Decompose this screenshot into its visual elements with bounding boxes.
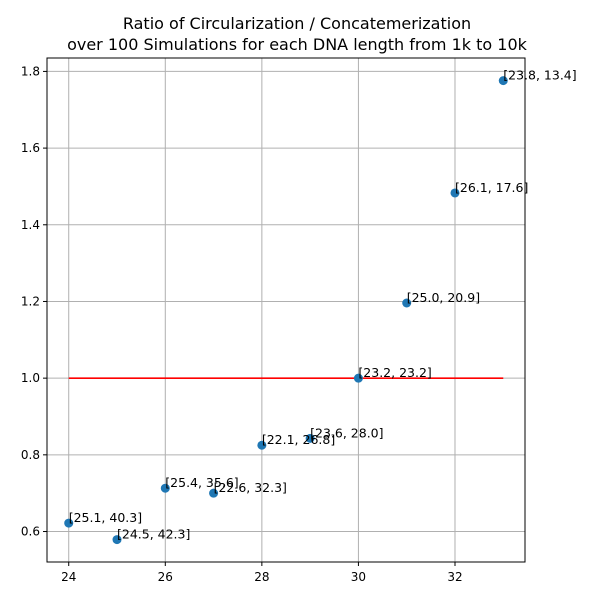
y-tick-label: 1.0 [21, 371, 40, 385]
x-tick-label: 30 [351, 570, 366, 584]
data-point-label: [22.6, 32.3] [214, 480, 287, 495]
data-point [160, 483, 170, 493]
data-point [64, 518, 74, 528]
data-point-label: [25.1, 40.3] [69, 510, 142, 525]
data-point [353, 373, 363, 383]
data-point-label: [23.2, 23.2] [358, 365, 431, 380]
y-tick-label: 1.2 [21, 294, 40, 308]
y-tick-label: 0.6 [21, 525, 40, 539]
data-point-label: [24.5, 42.3] [117, 527, 190, 542]
chart-title-line-2: over 100 Simulations for each DNA length… [67, 35, 528, 54]
data-point-label: [23.6, 28.0] [310, 425, 383, 440]
y-tick-label: 1.8 [21, 64, 40, 78]
y-tick-label: 1.6 [21, 141, 40, 155]
y-tick-label: 1.4 [21, 218, 40, 232]
chart-title-line-1: Ratio of Circularization / Concatemeriza… [123, 14, 471, 33]
data-point [112, 535, 122, 545]
plot-area-frame [46, 57, 526, 563]
data-point [498, 76, 508, 86]
data-labels: [25.1, 40.3][24.5, 42.3][25.4, 35.6][22.… [69, 68, 577, 542]
data-point-label: [26.1, 17.6] [455, 180, 528, 195]
x-tick-label: 24 [61, 570, 76, 584]
data-point [450, 188, 460, 198]
data-point-label: [23.8, 13.4] [503, 68, 576, 83]
data-point [305, 433, 315, 443]
x-tick-label: 28 [254, 570, 269, 584]
data-points [64, 76, 508, 545]
data-point-label: [25.0, 20.9] [407, 290, 480, 305]
x-tick-label: 26 [158, 570, 173, 584]
data-point-label: [25.4, 35.6] [165, 475, 238, 490]
x-tick-label: 32 [447, 570, 462, 584]
data-point [257, 440, 267, 450]
grid-lines [47, 58, 525, 562]
data-point-label: [22.1, 26.8] [262, 432, 335, 447]
axis-ticks: 24 26 28 30 32 0.6 0.8 1.0 1.2 1.4 1.6 1.8 [21, 64, 463, 584]
data-point [402, 298, 412, 308]
y-tick-label: 0.8 [21, 448, 40, 462]
data-point [209, 488, 219, 498]
